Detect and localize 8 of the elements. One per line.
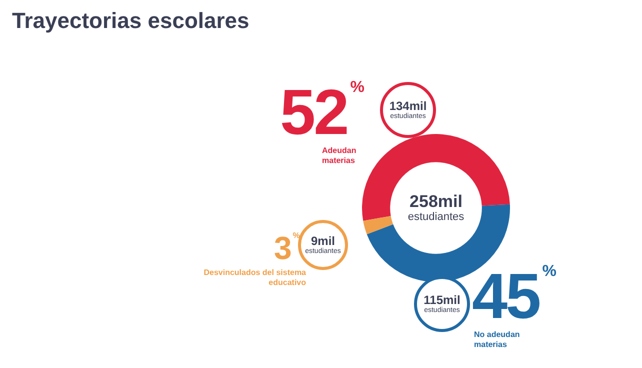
text: 258mil estudiantes bbox=[408, 192, 464, 224]
chart-title: Trayectorias escolares bbox=[12, 8, 250, 34]
data-label: 45% bbox=[472, 260, 556, 332]
data-label: 3% bbox=[274, 230, 300, 266]
slice-label: No adeudan materias bbox=[474, 330, 521, 351]
slice-label: Desvinculados del sistema educativo bbox=[202, 268, 306, 289]
slice-label: Adeudan materias bbox=[322, 146, 358, 167]
data-label: 52% bbox=[280, 76, 364, 148]
